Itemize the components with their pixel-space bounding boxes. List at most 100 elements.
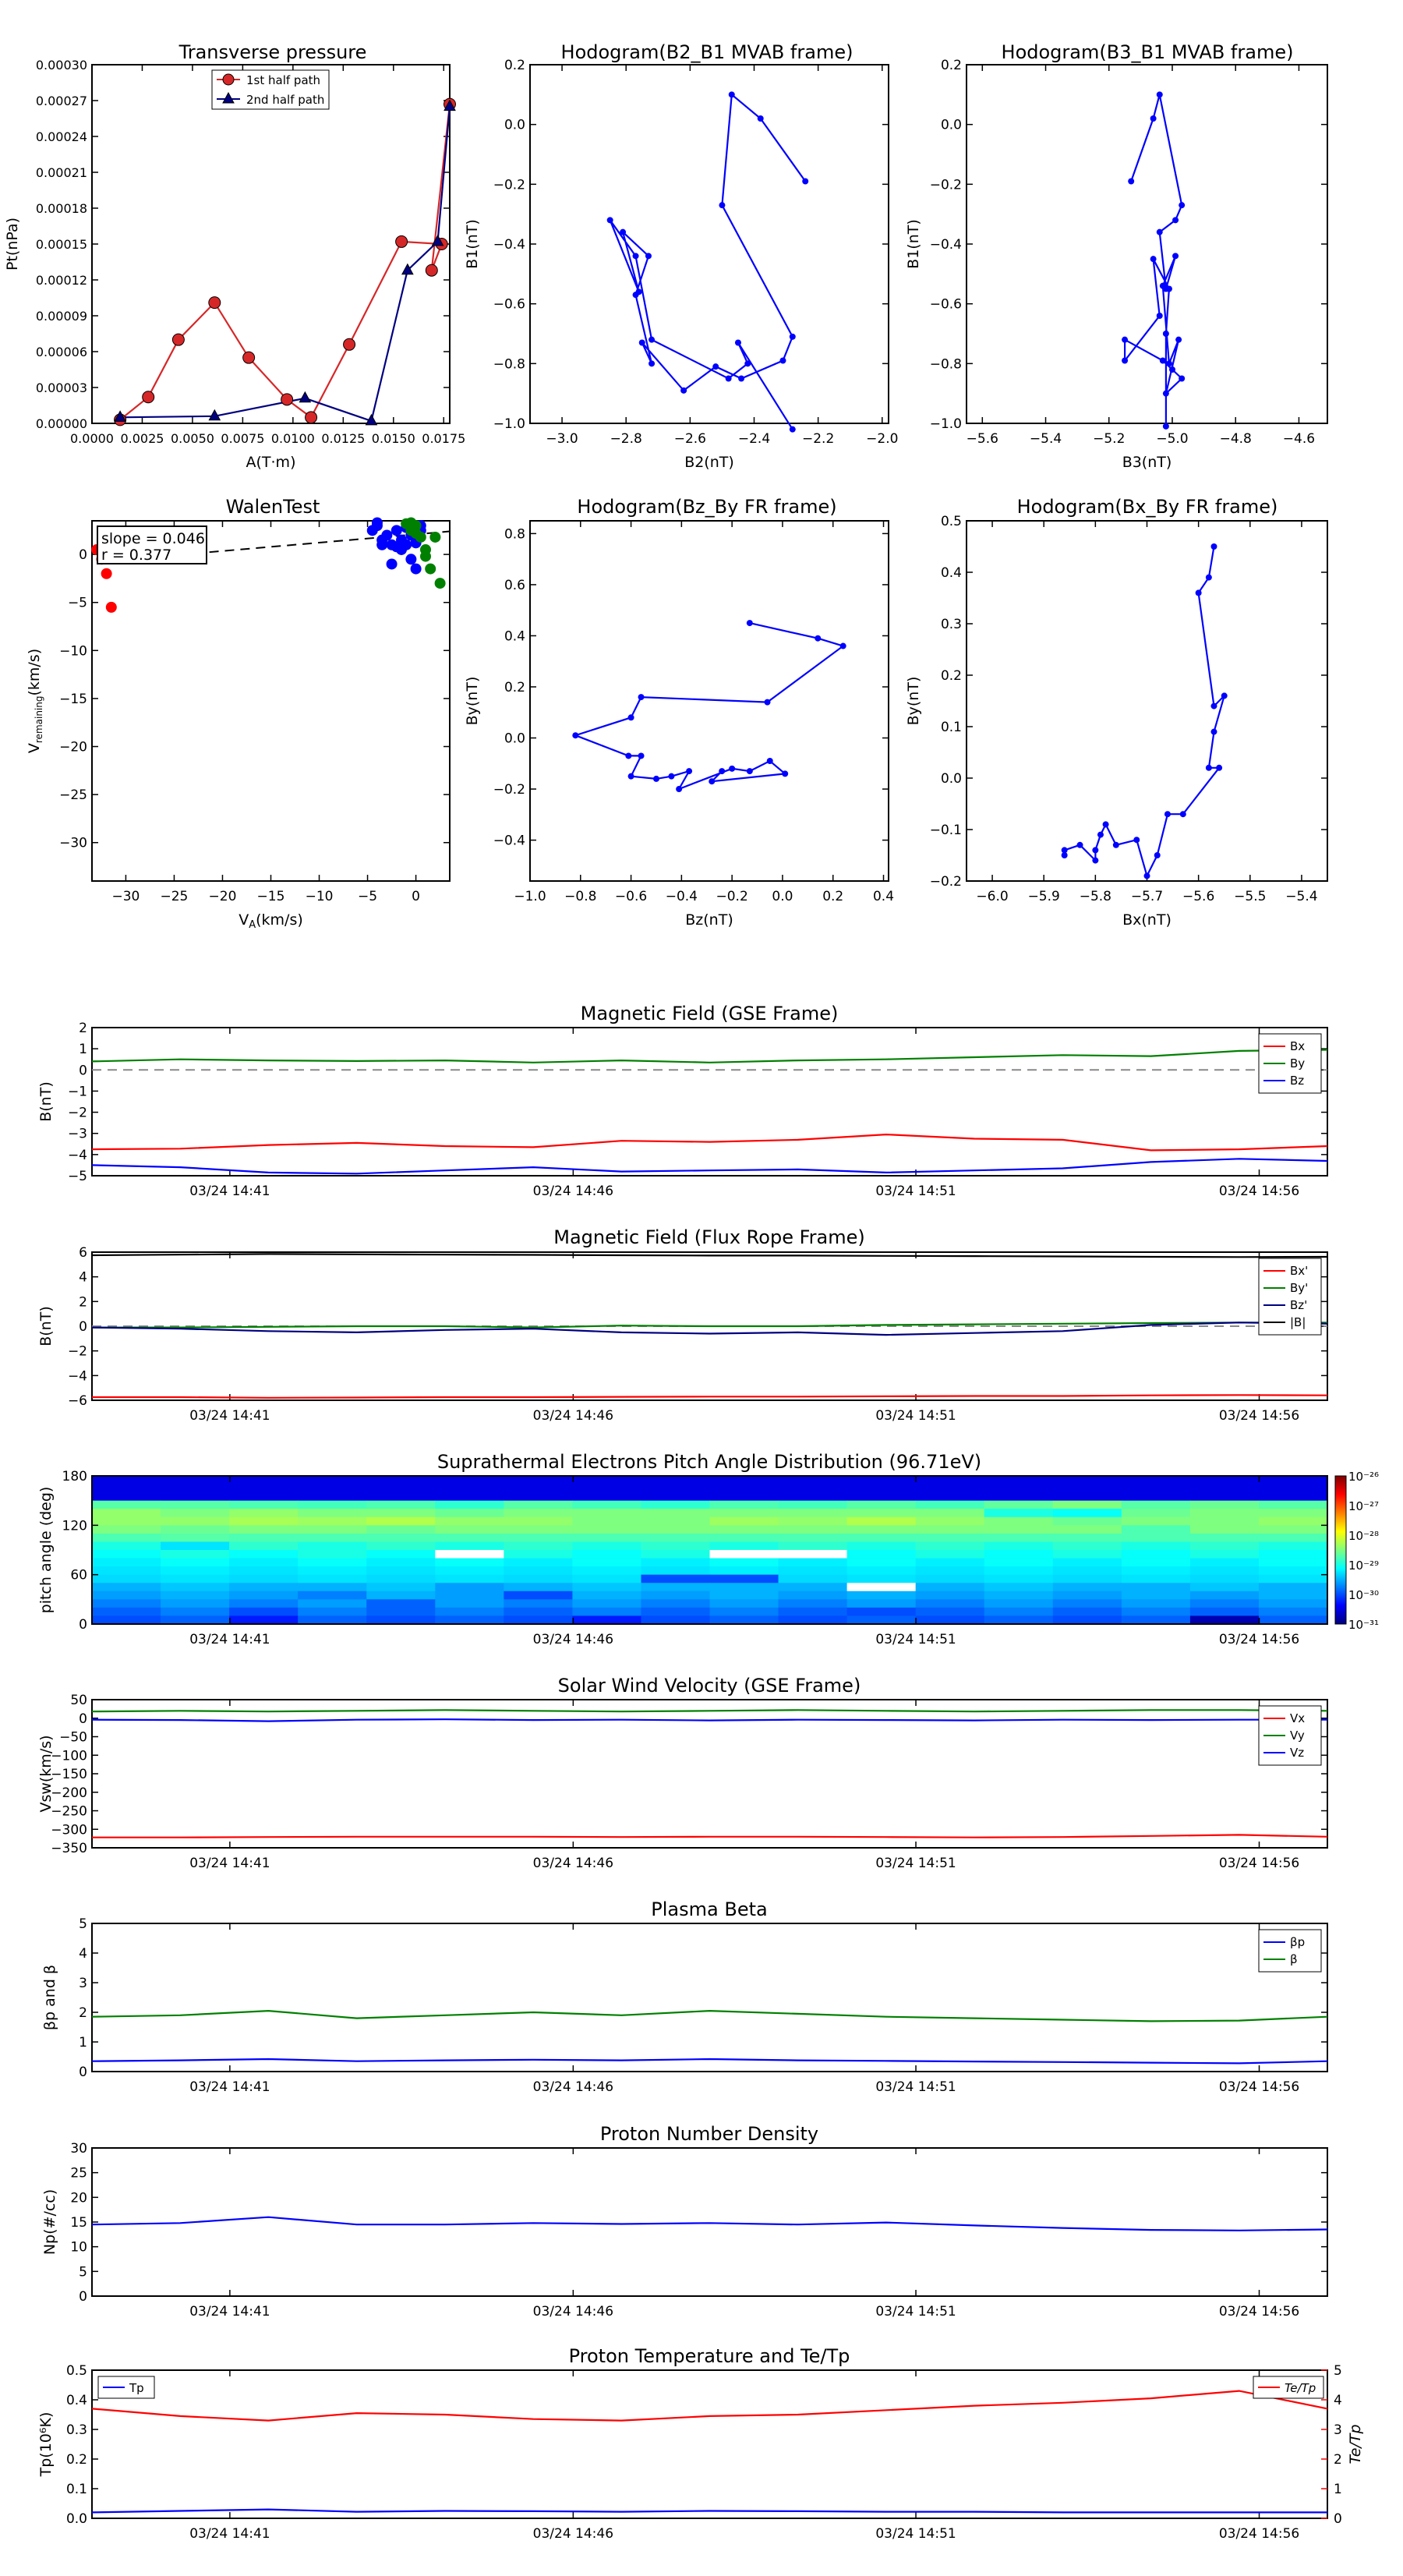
hodo4-xtick-label: −5.6 bbox=[1182, 889, 1214, 904]
hodo4-ytick-label: −0.2 bbox=[930, 874, 962, 890]
pad-cell bbox=[984, 1516, 1054, 1526]
pad-cell bbox=[298, 1484, 367, 1493]
transverse-marker-2nd bbox=[444, 99, 456, 111]
pad-cell bbox=[161, 1615, 230, 1625]
magFR-xtick-label: 03/24 14:51 bbox=[875, 1408, 956, 1424]
magFR-legend-label: |B| bbox=[1290, 1315, 1306, 1329]
walen-point-blue bbox=[376, 539, 388, 550]
transverse-marker-1st bbox=[208, 296, 221, 310]
pad-cell bbox=[1189, 1591, 1260, 1600]
hodo1-point bbox=[712, 363, 719, 370]
hodo1-point bbox=[680, 387, 687, 394]
vsw-legend-label: Vz bbox=[1290, 1746, 1304, 1760]
magFR-legend-label: Bz' bbox=[1290, 1298, 1307, 1312]
hodo2-xtick-label: −5.0 bbox=[1156, 431, 1188, 447]
hodo2-point bbox=[1168, 366, 1175, 373]
walen-point-blue bbox=[391, 525, 402, 536]
pad-cell bbox=[435, 1509, 504, 1518]
walen-ytick-label: −30 bbox=[59, 836, 87, 851]
pad-cell bbox=[1052, 1500, 1122, 1509]
pad-cell bbox=[1052, 1583, 1122, 1592]
pad-cell bbox=[229, 1492, 299, 1502]
transverse-legend-label: 1st half path bbox=[246, 73, 320, 87]
pad-cell bbox=[298, 1525, 367, 1534]
walen-ytick-label: −25 bbox=[59, 787, 87, 803]
hodo2-point bbox=[1162, 423, 1169, 430]
vsw-ytick-label: −300 bbox=[51, 1822, 87, 1838]
pad-cell bbox=[435, 1533, 504, 1543]
pad-cell bbox=[1258, 1500, 1328, 1509]
pad-cell bbox=[435, 1615, 504, 1625]
transverse-ytick-label: 0.00012 bbox=[36, 273, 87, 288]
pad-cell bbox=[1121, 1558, 1191, 1567]
pad-cell bbox=[92, 1533, 161, 1543]
hodo3-point bbox=[719, 768, 726, 775]
pad-cell bbox=[366, 1574, 436, 1583]
pad-cell bbox=[984, 1533, 1054, 1543]
walen-point-green bbox=[434, 578, 446, 589]
hodo1-point bbox=[734, 339, 741, 346]
pad-cell bbox=[92, 1492, 161, 1502]
pad-cell bbox=[435, 1583, 504, 1592]
hodo3-xlabel: Bz(nT) bbox=[685, 911, 733, 929]
magFR-legend-label: By' bbox=[1290, 1281, 1308, 1295]
tp-legend-label: Te/Tp bbox=[1285, 2381, 1316, 2395]
vsw-xtick-label: 03/24 14:56 bbox=[1219, 1856, 1299, 1871]
beta-ylabel: βp and β bbox=[41, 1965, 58, 2030]
pad-cell bbox=[984, 1500, 1054, 1509]
transverse-marker-2nd bbox=[114, 410, 126, 422]
transverse-xtick-label: 0.0025 bbox=[120, 431, 164, 446]
pad-cell bbox=[1121, 1615, 1191, 1625]
pad-cell bbox=[1052, 1566, 1122, 1576]
walen-ytick-label: −20 bbox=[59, 740, 87, 755]
transverse-marker-1st bbox=[343, 338, 356, 351]
pad-xtick-label: 03/24 14:41 bbox=[189, 1632, 270, 1647]
pad-cell bbox=[641, 1492, 711, 1502]
pad-cell bbox=[1121, 1533, 1191, 1543]
pad-ytick-label: 120 bbox=[62, 1518, 87, 1534]
pad-cell bbox=[846, 1492, 917, 1502]
magFR-legend-label: Bx' bbox=[1290, 1264, 1308, 1278]
pad-cell bbox=[1258, 1615, 1328, 1625]
pad-cell bbox=[846, 1484, 917, 1493]
pad-cell bbox=[572, 1484, 642, 1493]
magFR-ytick-label: 4 bbox=[79, 1270, 87, 1286]
pad-cell bbox=[1052, 1476, 1122, 1485]
pad-cell bbox=[504, 1533, 573, 1543]
pad-cell bbox=[709, 1566, 779, 1576]
pad-cell bbox=[435, 1566, 504, 1576]
hodo3-ytick-label: −0.4 bbox=[493, 833, 525, 849]
transverse-marker-2nd bbox=[431, 234, 444, 246]
hodo1-xlabel: B2(nT) bbox=[684, 454, 734, 471]
title-walen: WalenTest bbox=[226, 496, 320, 518]
pad-cell bbox=[435, 1484, 504, 1493]
pad-cell bbox=[1189, 1615, 1260, 1625]
pad-cell bbox=[366, 1583, 436, 1592]
pad-cell bbox=[435, 1550, 504, 1559]
title-hodo4: Hodogram(Bx_By FR frame) bbox=[1017, 496, 1278, 518]
pad-cell bbox=[366, 1599, 436, 1608]
hodo1-point bbox=[779, 357, 786, 364]
transverse-marker-1st bbox=[242, 351, 256, 364]
pad-cell bbox=[1052, 1607, 1122, 1617]
title-mag-gse: Magnetic Field (GSE Frame) bbox=[581, 1003, 839, 1024]
pad-cell bbox=[778, 1525, 848, 1534]
pad-colorbar bbox=[1334, 1475, 1347, 1625]
hodo1-point bbox=[789, 333, 796, 340]
walen-xtick-label: −10 bbox=[306, 889, 334, 904]
hodo2-point bbox=[1159, 282, 1166, 289]
hodo1-ytick-label: −0.4 bbox=[493, 237, 525, 253]
pad-cell bbox=[984, 1492, 1054, 1502]
magGSE-ytick-label: −4 bbox=[68, 1148, 87, 1163]
pad-cell bbox=[92, 1484, 161, 1493]
pad-cell bbox=[504, 1525, 573, 1534]
transverse-ylabel: Pt(nPa) bbox=[4, 218, 21, 271]
pad-cell bbox=[778, 1550, 848, 1559]
pad-cell bbox=[915, 1476, 985, 1485]
beta-xtick-label: 03/24 14:46 bbox=[533, 2079, 613, 2095]
title-hodo3: Hodogram(Bz_By FR frame) bbox=[577, 496, 836, 518]
vsw-ytick-label: −150 bbox=[51, 1767, 87, 1782]
hodo1-path bbox=[609, 93, 807, 430]
pad-cell bbox=[641, 1566, 711, 1576]
magFR-xtick-label: 03/24 14:46 bbox=[533, 1408, 613, 1424]
